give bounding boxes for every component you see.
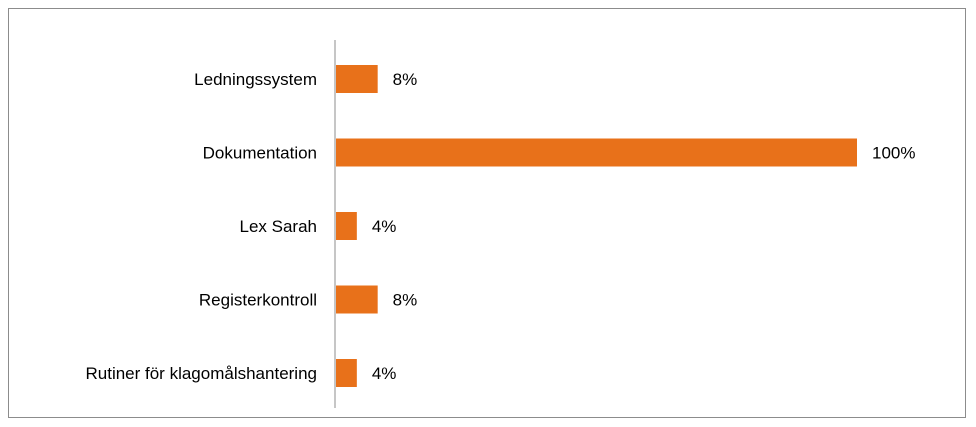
category-label: Ledningssystem (194, 70, 317, 89)
bars-group (336, 65, 857, 387)
value-label: 4% (372, 364, 397, 383)
bar-2 (336, 212, 357, 240)
value-label: 8% (393, 70, 418, 89)
category-label: Dokumentation (203, 144, 317, 163)
bar-4 (336, 359, 357, 387)
category-label: Registerkontroll (199, 291, 317, 310)
bar-3 (336, 285, 378, 314)
bar-0 (336, 65, 378, 93)
value-label: 100% (872, 144, 915, 163)
bar-1 (336, 138, 857, 167)
category-label: Lex Sarah (240, 217, 318, 236)
value-label: 8% (393, 291, 418, 310)
value-labels-group: 8% 100% 4% 8% 4% (372, 70, 916, 383)
chart-frame (8, 8, 966, 418)
value-label: 4% (372, 217, 397, 236)
category-labels-group: Ledningssystem Dokumentation Lex Sarah Regi… (85, 70, 317, 383)
category-label: Rutiner för klagomålshantering (85, 364, 317, 383)
